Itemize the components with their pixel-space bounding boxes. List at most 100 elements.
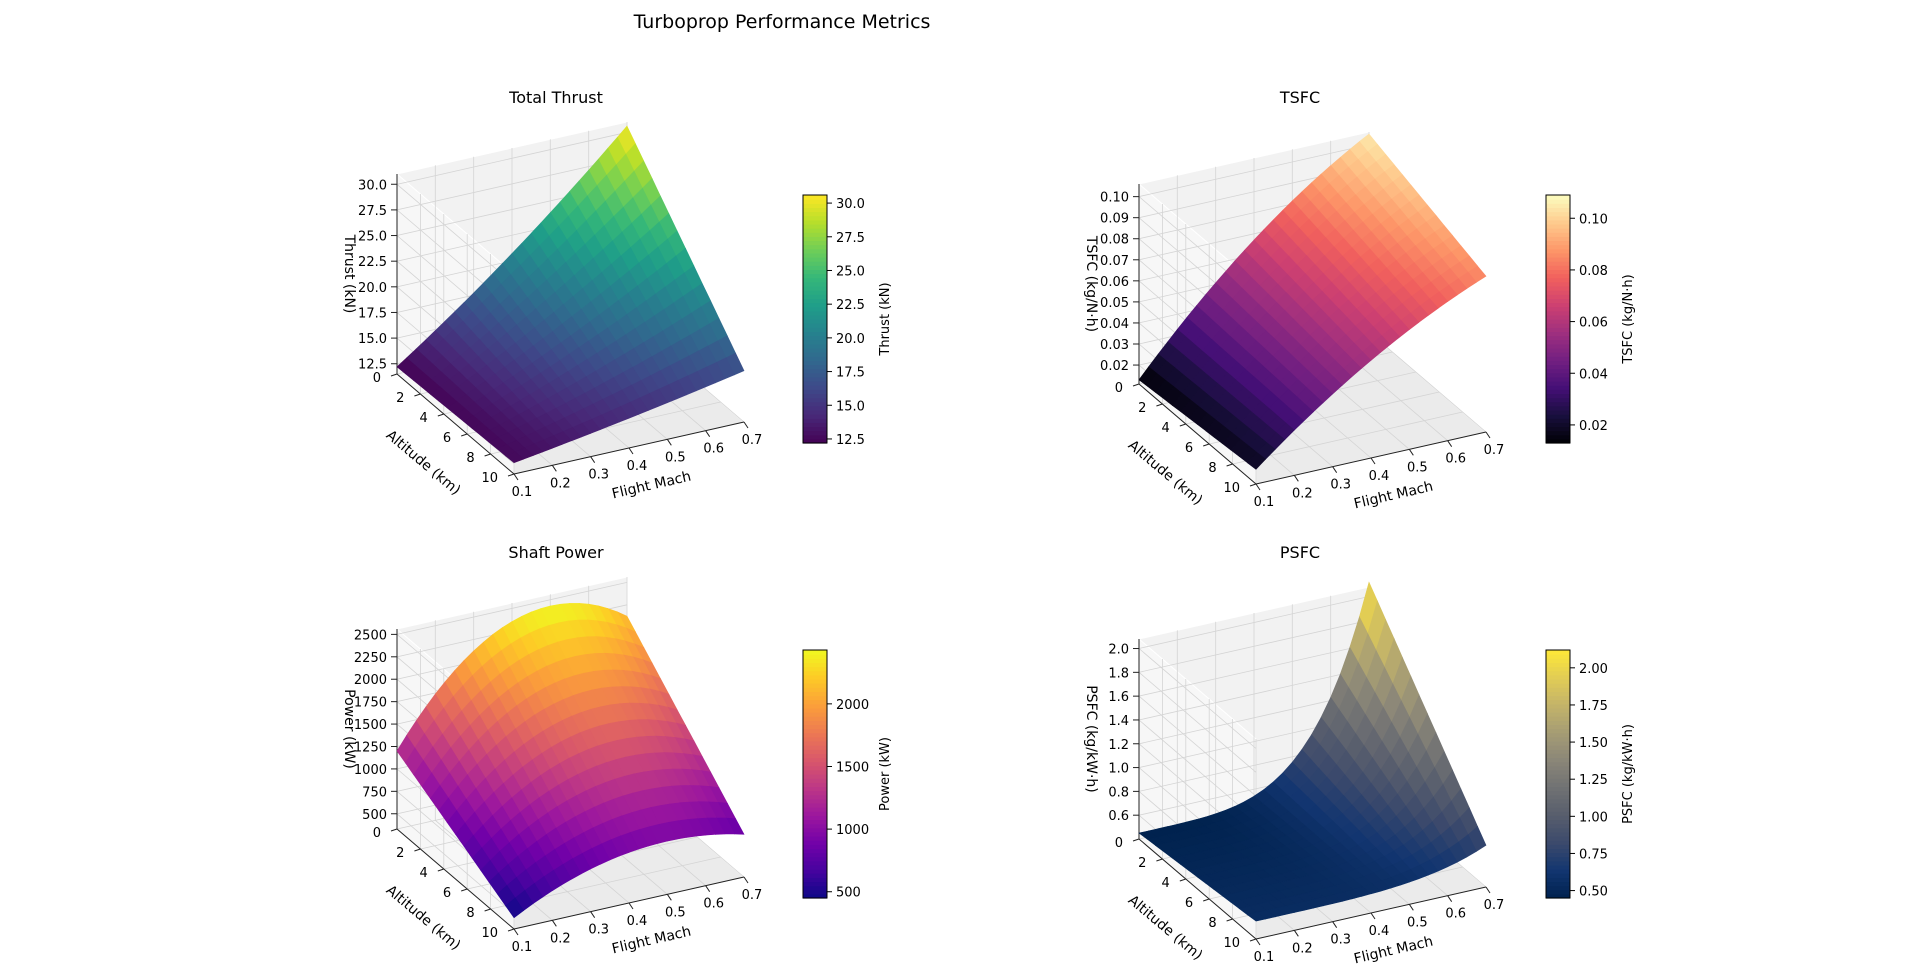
x-tick [513,928,519,936]
colorbar-segment [1546,306,1570,312]
z-tick-label: 2.0 [1108,643,1129,658]
colorbar-tick-label: 25.0 [836,264,865,279]
colorbar-segment [803,811,827,816]
colorbar-segment [1546,414,1570,419]
z-tick-label: 17.5 [358,306,387,321]
y-tick [1203,443,1210,447]
colorbar-frame [802,194,828,444]
y-tick [507,928,515,932]
z-tick-label: 0.10 [1100,191,1129,206]
colorbar-segment [803,269,827,275]
x-tick-label: 0.6 [703,442,724,457]
x-axis-label: Flight Mach [1352,934,1434,967]
colorbar-segment [803,798,827,804]
colorbar-segment [803,720,827,725]
colorbar-segment [803,438,827,444]
colorbar-segment [803,418,827,423]
y-tick-label: 8 [466,451,474,466]
colorbar-segment [803,823,827,829]
y-axis-line [396,828,515,930]
colorbar-segment [803,215,827,221]
colorbar-segment [1546,732,1570,738]
z-tick-label: 2000 [354,673,387,688]
colorbar-segment [803,232,827,237]
colorbar-tick-label: 0.04 [1579,367,1608,382]
colorbar-segment [1546,314,1570,320]
colorbar-segment [803,426,827,432]
colorbar-segment [803,261,827,266]
z-tick-label: 1250 [354,740,387,755]
z-axis-label: Thrust (kN) [341,234,357,314]
colorbar-segment [1546,339,1570,345]
colorbar-segment [1546,683,1570,688]
colorbar-segment [803,728,827,734]
colorbar-tick-label: 15.0 [836,399,865,414]
z-tick-label: 0.05 [1100,296,1129,311]
colorbar-segment [803,840,827,845]
colorbar-segment [803,873,827,878]
colorbar-segment [1546,778,1570,783]
x-tick [1408,449,1414,456]
x-tick-label: 0.7 [1484,898,1505,913]
colorbar-segment [803,893,827,899]
colorbar-segment [803,409,827,415]
colorbar-segment [1546,889,1570,895]
colorbar-segment [1546,195,1570,200]
y-tick [507,473,515,477]
colorbar-segment [803,401,827,407]
colorbar-segment [1546,823,1570,829]
z-tick-label: 0.03 [1100,338,1129,353]
x-tick [1408,904,1414,911]
colorbar-segment [1546,381,1570,386]
colorbar-segment [803,716,827,721]
x-tick-label: 0.4 [1369,469,1390,484]
y-tick [1179,423,1186,427]
y-tick [1249,483,1257,487]
y-tick [1226,918,1233,922]
y-tick [437,413,444,417]
colorbar-tick-label: 30.0 [836,197,865,212]
colorbar-segment [1546,277,1570,283]
colorbar-segment [803,393,827,399]
colorbar-segment [1546,426,1570,432]
colorbar-segment [803,265,827,270]
colorbar-segment [803,807,827,812]
colorbar-segment [1546,385,1570,390]
colorbar-segment [803,736,827,742]
colorbar-segment [803,389,827,394]
y-axis-label: Altitude (km) [1125,437,1206,508]
colorbar-segment [1546,368,1570,374]
x-tick [628,447,634,455]
y-tick-label: 4 [420,866,428,881]
colorbar-segment [1546,840,1570,845]
colorbar-segment [1546,257,1570,262]
colorbar-segment [1546,654,1570,659]
colorbar-segment [803,281,827,287]
surface-patch [1247,452,1267,470]
colorbar-segment [803,885,827,891]
x-tick [1332,921,1338,928]
colorbar-tick-label: 0.10 [1579,212,1608,227]
y-tick [414,393,421,397]
colorbar-segment [1546,285,1570,291]
colorbar-segment [803,319,827,324]
colorbar-segment [803,724,827,730]
z-tick-label: 15.0 [358,332,387,347]
x-tick [1255,483,1261,491]
colorbar-segment [803,757,827,763]
y-tick-label: 10 [1223,481,1240,496]
colorbar-segment [803,257,827,262]
y-tick-label: 6 [1185,441,1193,456]
chart-title: Total Thrust [508,88,603,107]
colorbar-segment [1546,207,1570,213]
colorbar-segment [1546,873,1570,878]
z-tick-label: 1750 [354,696,387,711]
colorbar-segment [1546,815,1570,821]
colorbar-frame [802,649,828,899]
y-tick-label: 2 [1138,856,1146,871]
colorbar-segment [1546,298,1570,304]
colorbar-segment [1546,893,1570,899]
x-tick-label: 0.2 [1292,486,1313,501]
colorbar-segment [1546,819,1570,825]
colorbar-segment [1546,856,1570,862]
